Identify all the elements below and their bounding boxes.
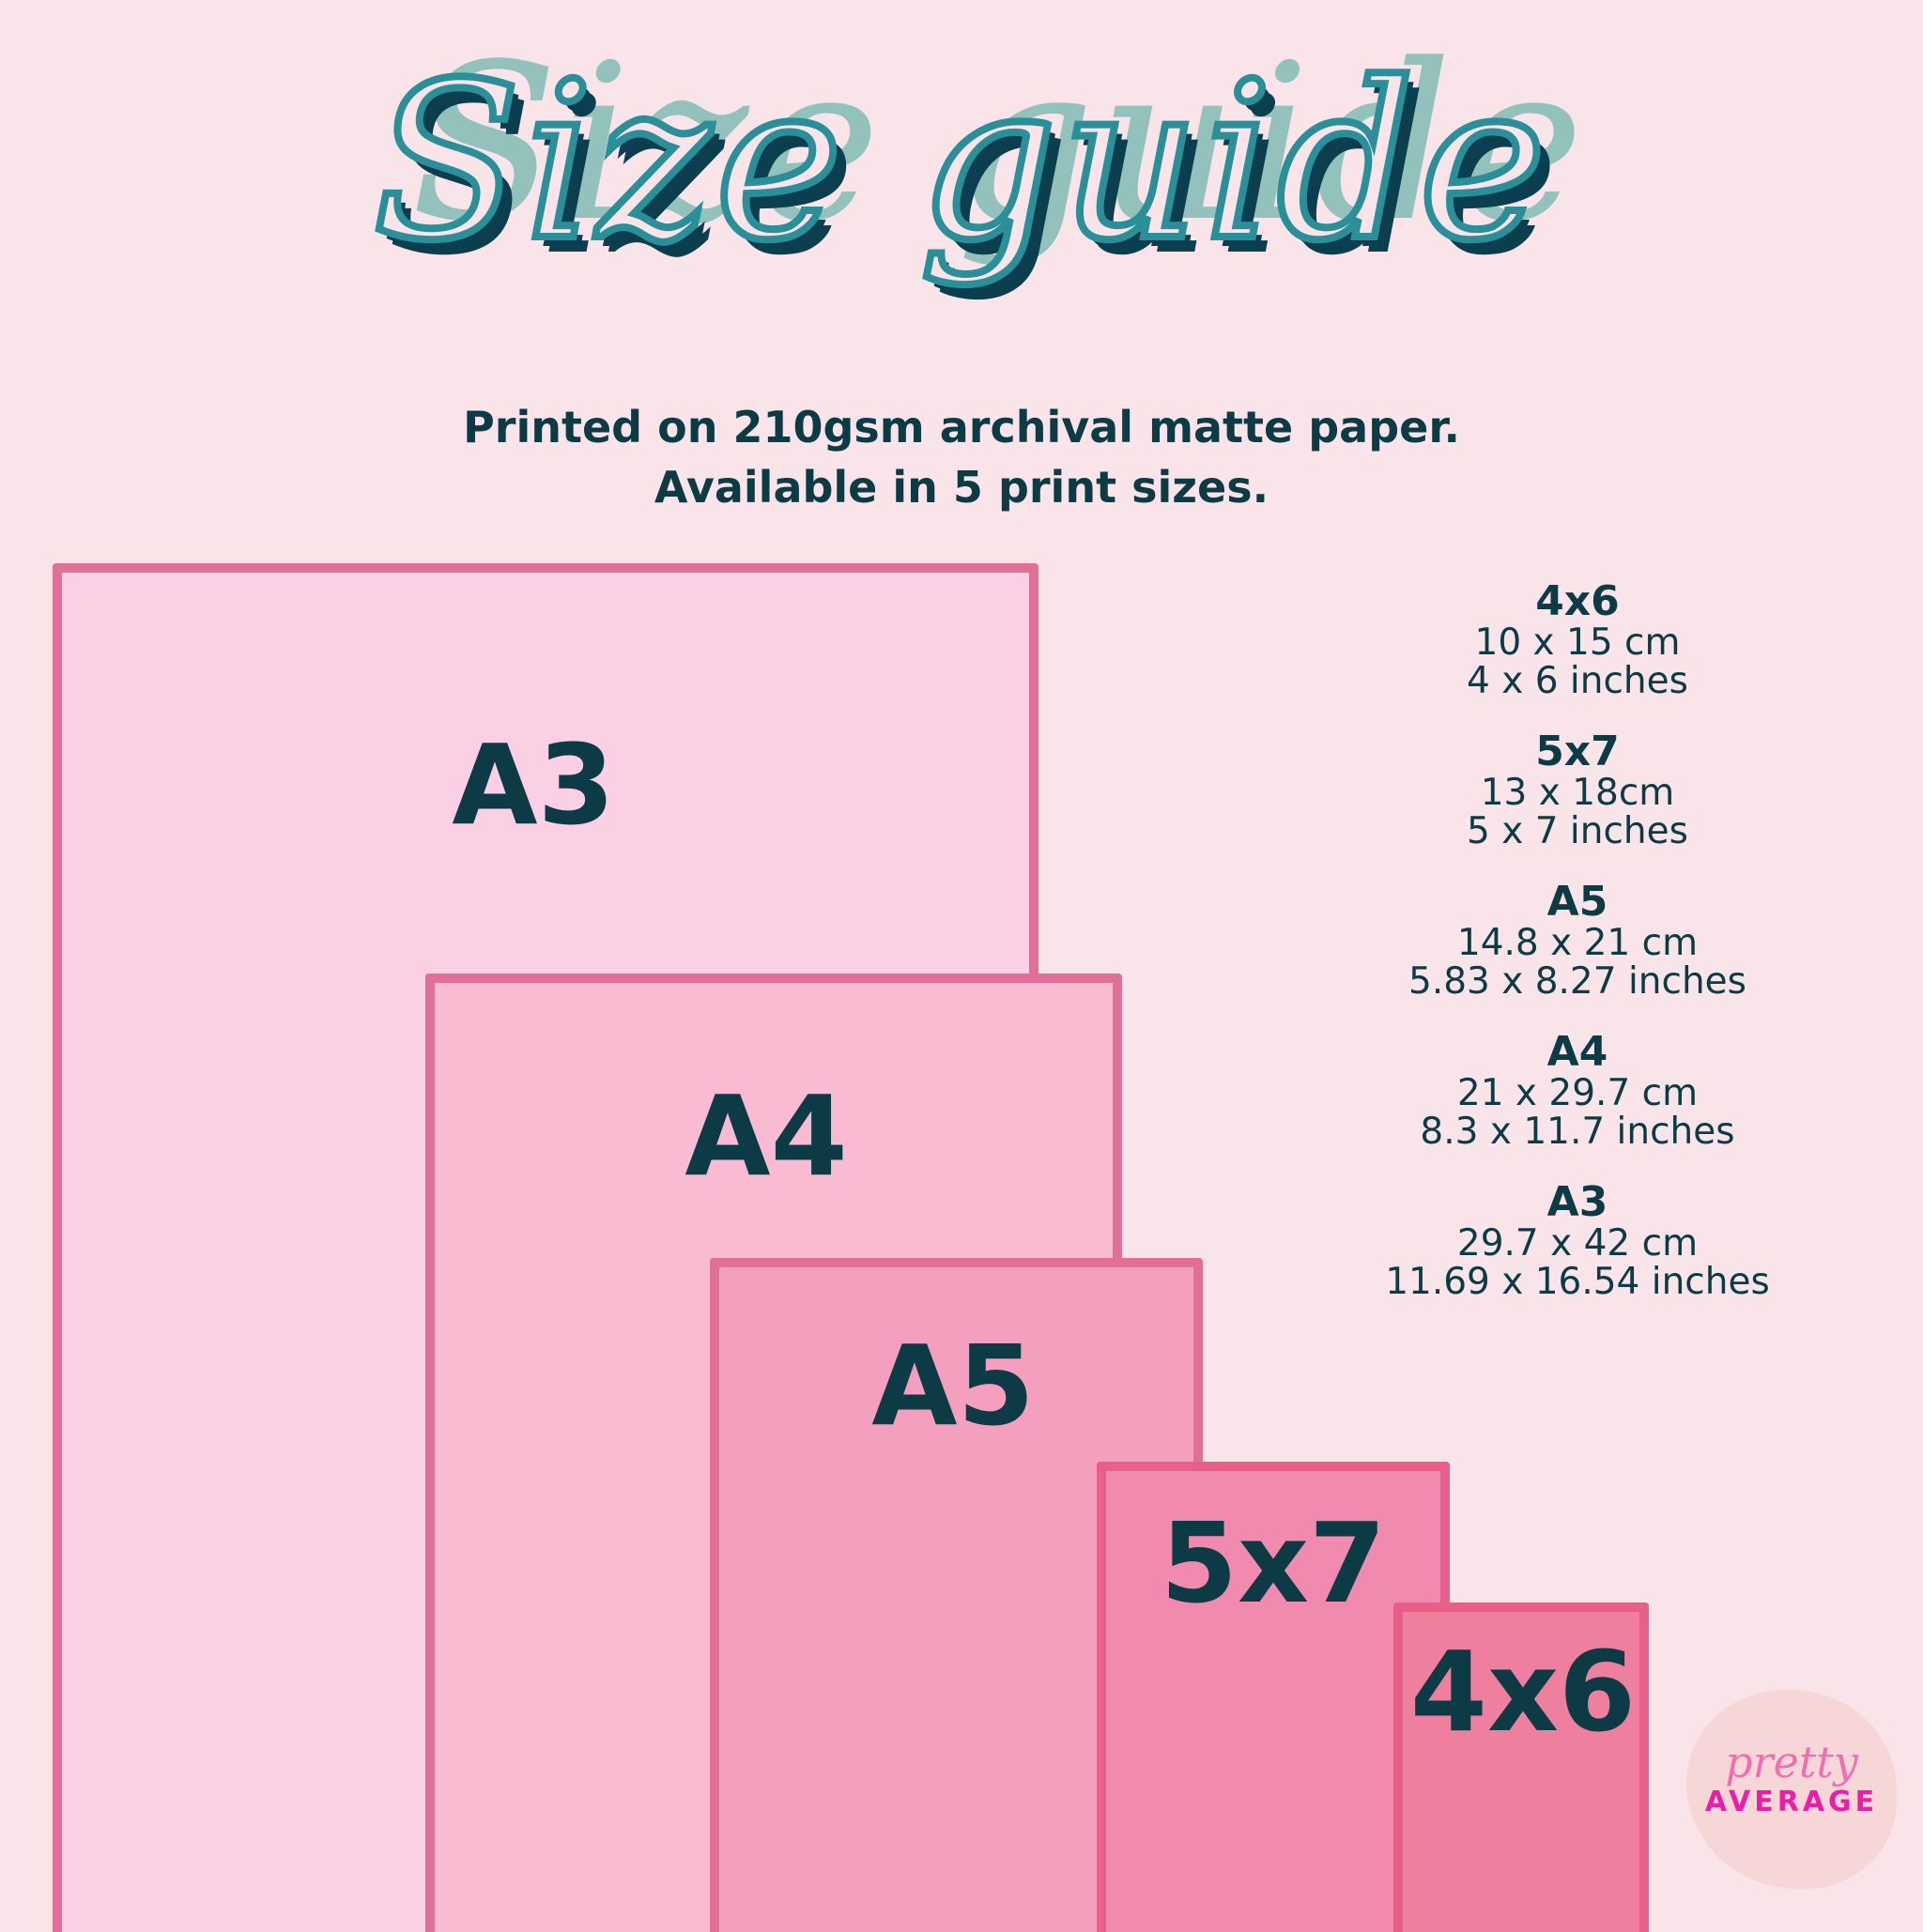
a4-label: A4 [685,1071,848,1201]
spec-cm: 21 x 29.7 cm [1456,1072,1699,1114]
subtitle-line-2: Available in 5 print sizes. [654,462,1269,513]
spec-inches: 4 x 6 inches [1467,660,1688,702]
spec-name: A5 [1546,878,1608,926]
a3-label: A3 [452,720,615,850]
spec-cm: 29.7 x 42 cm [1456,1222,1699,1265]
spec-name: A3 [1546,1178,1608,1226]
5x7-rectangle [1097,1462,1450,1932]
a5-label: A5 [871,1321,1035,1450]
spec-cm: 10 x 15 cm [1474,621,1681,664]
size-specs-list: 4x6 10 x 15 cm 4 x 6 inches 5x7 13 x 18cm 5 … [1343,580,1812,1331]
spec-name: 4x6 [1535,577,1620,625]
size-guide-title: Size guide [369,34,1550,292]
spec-4x6: 4x6 10 x 15 cm 4 x 6 inches [1343,577,1812,702]
logo-word: AVERAGE [1704,1786,1879,1818]
5x7-label: 5x7 [1160,1498,1387,1628]
subtitle-line-1: Printed on 210gsm archival matte paper. [463,402,1460,452]
4x6-label: 4x6 [1409,1627,1637,1756]
spec-cm: 14.8 x 21 cm [1456,922,1699,964]
pretty-average-logo: pretty AVERAGE [1686,1690,1897,1889]
spec-name: A4 [1546,1028,1608,1076]
spec-inches: 5 x 7 inches [1467,810,1688,852]
spec-a3: A3 29.7 x 42 cm 11.69 x 16.54 inches [1343,1178,1812,1303]
4x6-rectangle [1393,1602,1649,1932]
spec-a5: A5 14.8 x 21 cm 5.83 x 8.27 inches [1343,878,1812,1003]
spec-cm: 13 x 18cm [1480,772,1675,814]
spec-inches: 5.83 x 8.27 inches [1408,960,1746,1003]
spec-name: 5x7 [1535,728,1620,775]
spec-a4: A4 21 x 29.7 cm 8.3 x 11.7 inches [1343,1028,1812,1153]
spec-inches: 8.3 x 11.7 inches [1420,1111,1735,1153]
spec-inches: 11.69 x 16.54 inches [1385,1261,1770,1303]
spec-5x7: 5x7 13 x 18cm 5 x 7 inches [1343,730,1812,851]
logo-script: pretty [1725,1737,1858,1787]
